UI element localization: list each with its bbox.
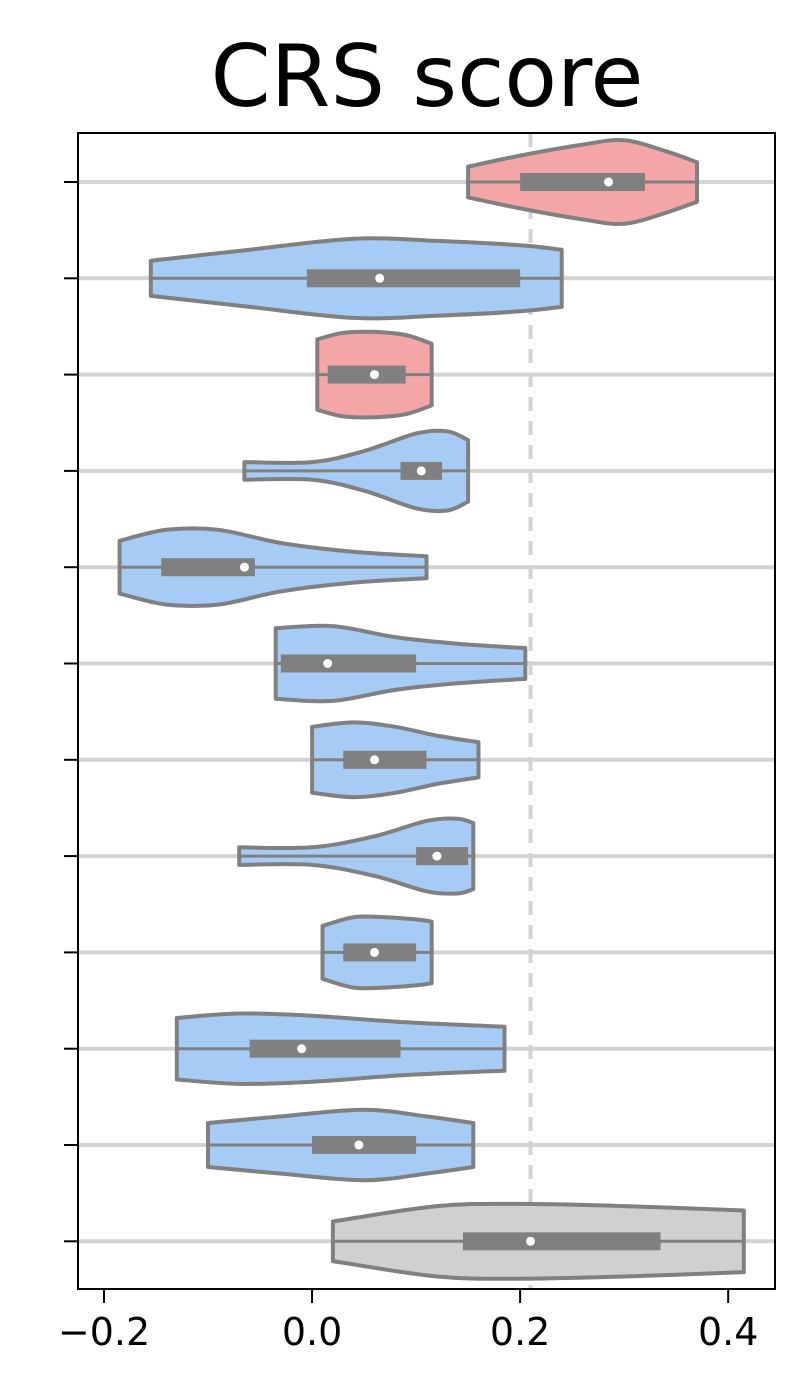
violin-median-dot [416, 466, 426, 476]
plot-frame [77, 132, 776, 1290]
violin-2 [148, 236, 564, 321]
violin-iqr-box [280, 654, 417, 673]
violin-iqr-box [520, 173, 645, 191]
violin-9 [320, 914, 434, 991]
violin-iqr-box [343, 943, 417, 962]
violin-median-dot [239, 562, 249, 572]
y-ticks [64, 181, 78, 1243]
violin-iqr-box [416, 847, 469, 866]
violin-3 [315, 329, 434, 420]
violin-median-dot [354, 1140, 364, 1150]
violin-10 [174, 1011, 507, 1086]
violin-7 [310, 720, 481, 800]
violin-4 [242, 428, 471, 514]
violin-iqr-box [312, 1136, 417, 1154]
violin-11 [206, 1107, 476, 1183]
violin-median-dot [369, 370, 379, 380]
x-ticks: −0.2 0.0 0.2 0.4 [58, 1289, 758, 1354]
violin-1 [466, 137, 699, 227]
violin-5 [117, 526, 429, 609]
violins [117, 137, 746, 1281]
violin-median-dot [604, 177, 614, 187]
x-tick-label: 0.0 [282, 1310, 342, 1354]
violin-median-dot [526, 1236, 536, 1246]
violin-12 [330, 1201, 746, 1281]
violin-median-dot [323, 659, 333, 668]
violin-iqr-box [306, 269, 521, 288]
violin-median-dot [369, 755, 379, 765]
violin-iqr-box [343, 750, 427, 769]
violin-iqr-box [161, 558, 255, 577]
x-tick-label: 0.4 [698, 1310, 758, 1354]
violin-median-dot [297, 1044, 307, 1054]
violin-iqr-box [462, 1232, 661, 1251]
x-tick-label: −0.2 [58, 1310, 150, 1354]
violin-median-dot [432, 851, 442, 861]
violin-iqr-box [249, 1039, 401, 1058]
violin-median-dot [369, 947, 379, 957]
violin-8 [237, 816, 476, 896]
x-tick-label: 0.2 [490, 1310, 550, 1354]
violin-6 [273, 623, 528, 704]
chart-title: CRS score [211, 27, 644, 127]
violin-median-dot [375, 273, 385, 283]
violin-iqr-box [327, 365, 406, 384]
